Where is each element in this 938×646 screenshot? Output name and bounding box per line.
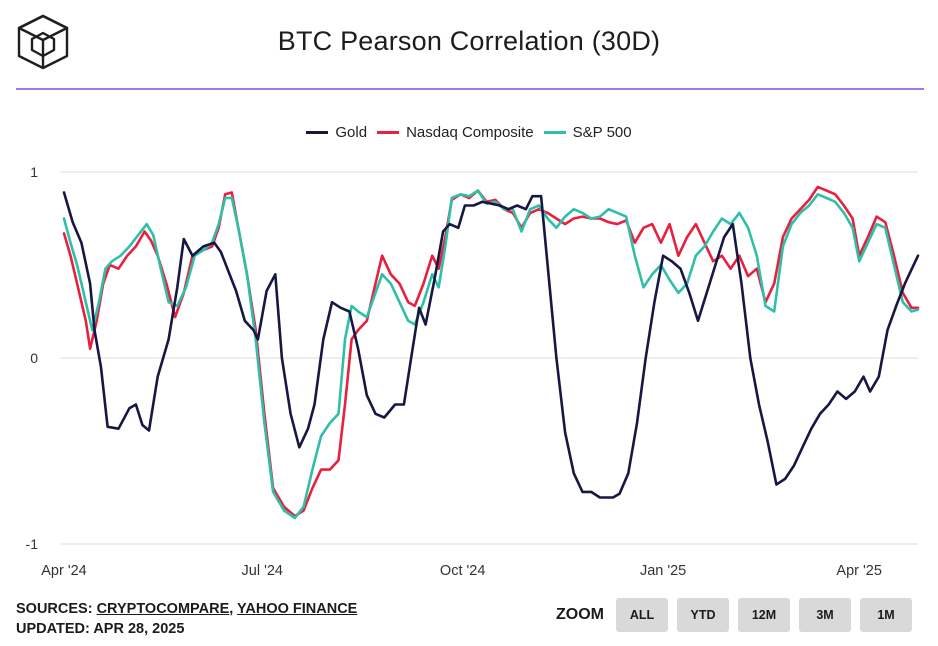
- series-line-gold: [62, 191, 920, 499]
- sources-prefix: SOURCES:: [16, 601, 97, 617]
- x-tick-label-4: Apr '25: [836, 563, 882, 579]
- sources-separator: ,: [229, 601, 238, 617]
- legend-label-gold: Gold: [335, 124, 368, 141]
- x-tick-label-0: Apr '24: [41, 563, 87, 579]
- zoom-all-button[interactable]: ALL: [616, 598, 668, 632]
- y-tick-label-0: 1: [30, 164, 38, 180]
- zoom-3m-button[interactable]: 3M: [799, 598, 851, 632]
- zoom-label: ZOOM: [556, 606, 604, 623]
- zoom-12m-button[interactable]: 12M: [738, 598, 790, 632]
- the-block-logo-icon: [17, 14, 69, 70]
- x-tick-label-3: Jan '25: [640, 563, 686, 579]
- y-tick-label-2: -1: [26, 536, 39, 552]
- legend-swatch-gold: [306, 131, 329, 134]
- x-tick-label-2: Oct '24: [440, 563, 485, 579]
- source-link-yahoo-finance[interactable]: YAHOO FINANCE: [237, 601, 358, 617]
- chart-title: BTC Pearson Correlation (30D): [277, 26, 661, 56]
- series-line-s-p-500: [62, 189, 920, 520]
- zoom-1m-button[interactable]: 1M: [860, 598, 912, 632]
- source-link-cryptocompare[interactable]: CRYPTOCOMPARE: [96, 601, 230, 617]
- legend-swatch-nasdaq-composite: [377, 131, 400, 134]
- legend-item-gold[interactable]: Gold: [306, 124, 367, 141]
- legend-label-nasdaq-composite: Nasdaq Composite: [406, 124, 534, 141]
- zoom-ytd-button[interactable]: YTD: [677, 598, 729, 632]
- zoom-controls: ZOOM ALL YTD 12M 3M 1M: [556, 598, 921, 632]
- updated-date: UPDATED: APR 28, 2025: [16, 621, 185, 637]
- chart-legend: Gold Nasdaq Composite S&P 500: [0, 124, 938, 141]
- series-line-nasdaq-composite: [62, 185, 920, 518]
- legend-label-s-p-500: S&P 500: [572, 124, 632, 141]
- x-tick-label-1: Jul '24: [242, 563, 283, 579]
- header-divider: [16, 88, 924, 90]
- legend-item-s-p-500[interactable]: S&P 500: [543, 124, 632, 141]
- legend-item-nasdaq-composite[interactable]: Nasdaq Composite: [377, 124, 534, 141]
- sources-block: SOURCES: CRYPTOCOMPARE, YAHOO FINANCE UP…: [16, 599, 357, 639]
- legend-swatch-s-p-500: [543, 131, 566, 134]
- y-tick-label-1: 0: [30, 350, 38, 366]
